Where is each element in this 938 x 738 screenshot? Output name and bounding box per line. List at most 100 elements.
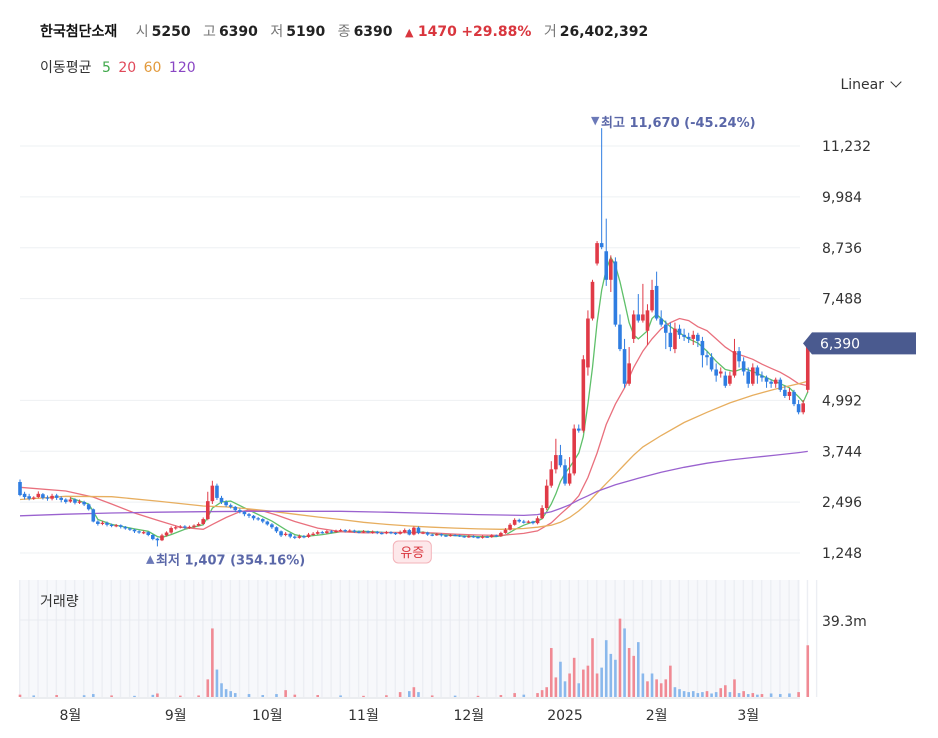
volume-panel-stripe bbox=[266, 580, 268, 697]
volume-bar bbox=[572, 657, 576, 697]
candle-body bbox=[366, 531, 370, 533]
volume-panel-stripe bbox=[339, 580, 341, 697]
volume-bar bbox=[206, 679, 210, 697]
volume-bar bbox=[133, 695, 136, 697]
ma5-line bbox=[70, 255, 809, 539]
volume-bar bbox=[453, 695, 457, 697]
volume-panel-stripe bbox=[770, 580, 772, 697]
volume-bar bbox=[650, 673, 654, 697]
volume-bar bbox=[284, 690, 287, 697]
volume-bar bbox=[179, 695, 182, 697]
candle-body bbox=[219, 497, 224, 502]
volume-panel-stripe bbox=[687, 580, 690, 697]
candle-body bbox=[462, 536, 467, 538]
volume-bar bbox=[32, 695, 36, 697]
volume-panel-stripe bbox=[83, 580, 85, 697]
volume-bar bbox=[549, 648, 553, 697]
candle-body bbox=[714, 369, 718, 376]
volume-bar bbox=[733, 679, 736, 697]
ma20-line bbox=[19, 317, 808, 537]
candle-body bbox=[522, 521, 526, 523]
candle-body bbox=[187, 526, 192, 529]
ma-5[interactable]: 5 bbox=[101, 60, 111, 76]
volume-bar bbox=[778, 694, 782, 697]
candle-body bbox=[160, 535, 164, 541]
candle-body bbox=[50, 495, 54, 499]
volume-panel-stripe bbox=[541, 580, 543, 697]
y-tick-label: 4,992 bbox=[822, 393, 862, 409]
volume-panel-stripe bbox=[147, 580, 149, 697]
candle-body bbox=[805, 343, 810, 390]
candle-body bbox=[801, 403, 805, 413]
candle-body bbox=[517, 519, 522, 522]
ma-20[interactable]: 20 bbox=[118, 60, 137, 76]
volume-panel-stripe bbox=[632, 580, 635, 697]
candle-body bbox=[141, 532, 146, 534]
candle-body bbox=[535, 518, 540, 524]
volume-bar bbox=[691, 691, 695, 697]
candle-body bbox=[627, 363, 631, 384]
volume-bar bbox=[637, 642, 640, 697]
volume-panel-stripe bbox=[467, 580, 470, 697]
x-tick-label: 10월 bbox=[252, 708, 283, 724]
candle-body bbox=[549, 469, 554, 486]
volume-bar bbox=[591, 638, 594, 697]
volume-bar bbox=[582, 669, 585, 697]
candle-body bbox=[636, 314, 641, 321]
candle-body bbox=[247, 514, 251, 516]
x-tick-label: 12월 bbox=[453, 708, 484, 724]
volume-bar bbox=[211, 628, 214, 697]
volume-bar bbox=[197, 695, 200, 697]
volume-bar bbox=[293, 694, 297, 697]
volume-panel-stripe bbox=[760, 580, 763, 697]
volume-bar bbox=[151, 694, 155, 697]
volume-panel-stripe bbox=[788, 580, 790, 697]
candle-body bbox=[705, 355, 709, 358]
volume-panel-stripe bbox=[458, 580, 461, 697]
volume-panel-stripe bbox=[531, 580, 534, 697]
candle-body bbox=[430, 534, 434, 536]
candle-body bbox=[416, 527, 421, 533]
volume-panel-stripe bbox=[302, 580, 305, 697]
volume-bar bbox=[756, 694, 759, 697]
volume-bar bbox=[513, 693, 516, 697]
ma-60[interactable]: 60 bbox=[143, 60, 162, 76]
volume-panel-stripe bbox=[806, 580, 809, 697]
volume-bar bbox=[664, 679, 668, 697]
volume-bar bbox=[316, 695, 319, 697]
candle-body bbox=[631, 314, 636, 339]
scale-selector[interactable]: Linear bbox=[840, 76, 902, 93]
volume-bar bbox=[678, 689, 681, 697]
ma-120[interactable]: 120 bbox=[168, 60, 196, 76]
volume-bar bbox=[110, 695, 113, 697]
candle-body bbox=[728, 375, 732, 384]
volume-bar bbox=[568, 673, 571, 697]
volume-panel-stripe bbox=[513, 580, 516, 697]
high-value: 6390 bbox=[218, 24, 258, 40]
low-value: 5190 bbox=[286, 24, 326, 40]
ma120-line bbox=[19, 450, 808, 517]
y-tick-label: 9,984 bbox=[822, 190, 862, 206]
y-tick-label: 8,736 bbox=[822, 241, 862, 257]
y-tick-label: 7,488 bbox=[822, 292, 862, 308]
low-marker-icon: ▲ bbox=[146, 553, 155, 566]
volume-bar bbox=[220, 683, 223, 697]
candle-body bbox=[347, 530, 352, 532]
candle-body bbox=[155, 538, 160, 541]
volume-panel-stripe bbox=[174, 580, 177, 697]
volume-bar bbox=[623, 628, 626, 697]
candle-body bbox=[732, 351, 737, 376]
volume-bar bbox=[627, 648, 631, 697]
candle-body bbox=[315, 532, 320, 534]
candle-body bbox=[554, 455, 558, 470]
volume-bar bbox=[655, 679, 658, 697]
stock-name: 한국첨단소재 bbox=[40, 24, 118, 40]
volume-bar bbox=[710, 693, 713, 697]
candle-body bbox=[338, 530, 343, 532]
candle-body bbox=[334, 530, 338, 533]
candle-body bbox=[686, 336, 691, 339]
candle-body bbox=[205, 501, 210, 520]
volume-panel-stripe bbox=[678, 580, 680, 697]
candle-body bbox=[73, 499, 77, 503]
